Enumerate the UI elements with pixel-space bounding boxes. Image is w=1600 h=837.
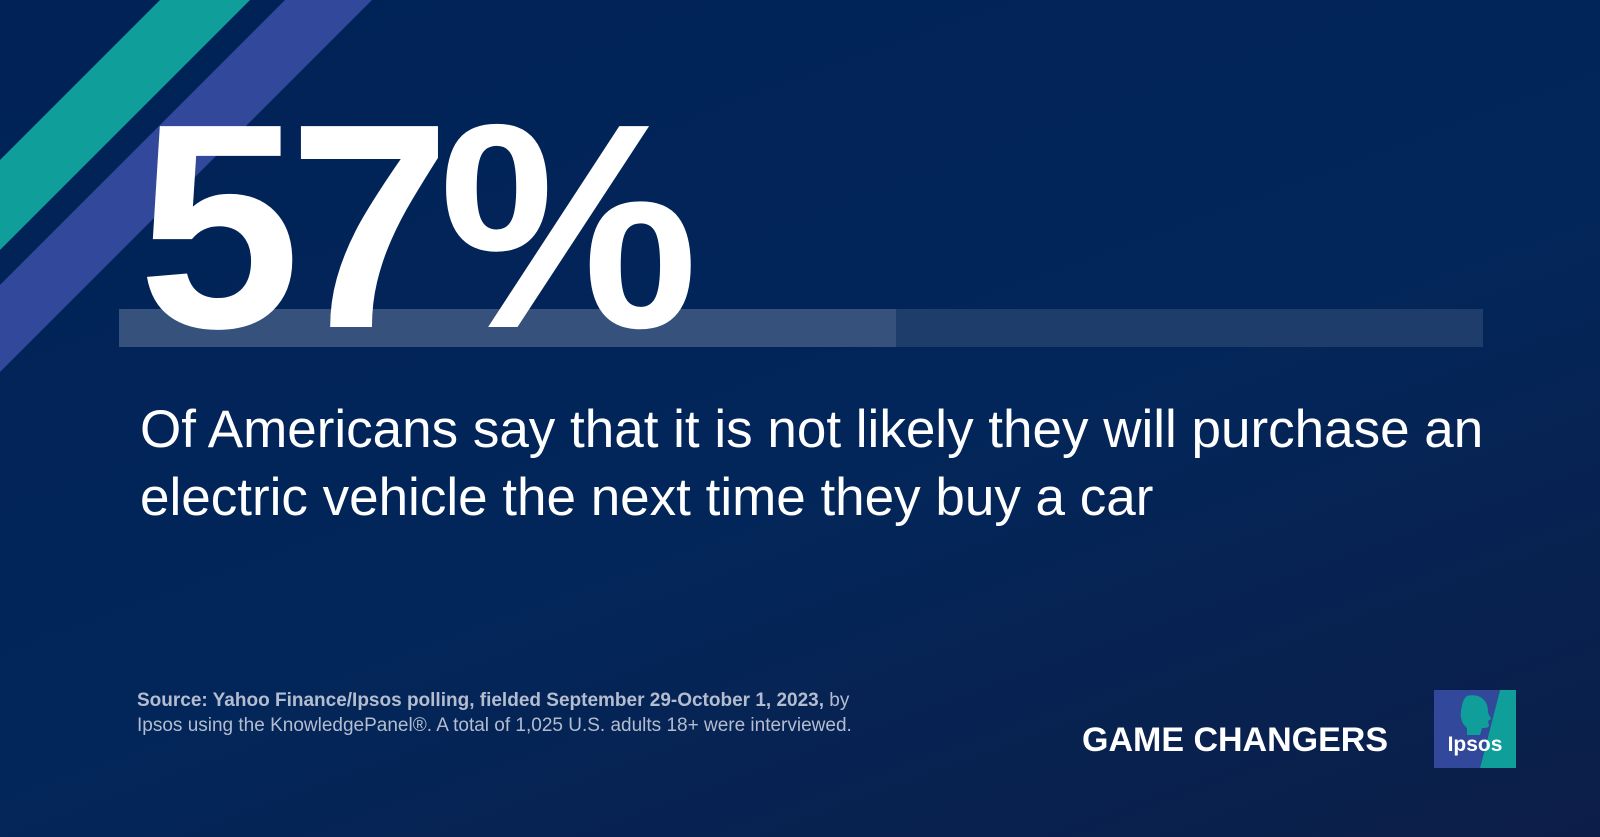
statement-text: Of Americans say that it is not likely t… [140,400,1484,527]
diagonal-stripes-decoration [0,0,372,372]
headline-percentage: 57% [138,63,698,389]
logo-teal-panel [1480,690,1516,768]
profile-head-icon [1460,695,1491,735]
progress-bar-track [119,309,1483,347]
blue-stripe [0,0,372,372]
teal-stripe [0,0,250,250]
source-note-bold: Source: Yahoo Finance/Ipsos polling, fie… [137,690,825,711]
game-changers-tagline: GAME CHANGERS [1082,721,1389,759]
progress-bar-fill [119,309,897,347]
source-note: Source: Yahoo Finance/Ipsos polling, fie… [137,688,877,738]
ipsos-logo-icon [1434,690,1516,768]
source-note-rest: by Ipsos using the KnowledgePanel®. A to… [137,690,852,736]
ipsos-logo-text: Ipsos [1447,733,1503,756]
